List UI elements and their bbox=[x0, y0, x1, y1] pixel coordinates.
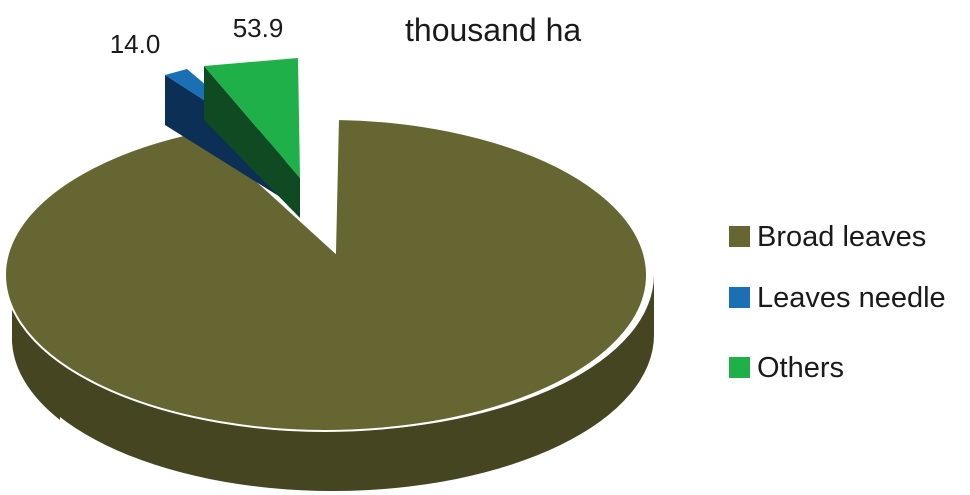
slice-others-top bbox=[204, 58, 300, 178]
legend-item-others: Others bbox=[729, 352, 844, 384]
legend-swatch-broad-leaves bbox=[729, 226, 750, 247]
data-label-others: 53.9 bbox=[233, 13, 284, 43]
legend-item-leaves-needle: Leaves needle bbox=[729, 282, 946, 314]
legend-label-others: Others bbox=[757, 352, 844, 384]
slice-broad-leaves-side bbox=[12, 275, 654, 491]
legend-item-broad-leaves: Broad leaves bbox=[729, 221, 926, 253]
slice-broad-leaves-top bbox=[4, 117, 648, 432]
slice-broad-leaves bbox=[4, 117, 654, 491]
unit-label: thousand ha bbox=[405, 12, 581, 48]
legend-swatch-others bbox=[729, 357, 750, 378]
data-label-leaves-needle: 14.0 bbox=[110, 29, 161, 59]
slice-broad-leaves-side-left bbox=[11, 275, 60, 420]
legend-label-leaves-needle: Leaves needle bbox=[757, 282, 946, 314]
legend-swatch-leaves-needle bbox=[729, 287, 750, 308]
legend-label-broad-leaves: Broad leaves bbox=[757, 221, 926, 253]
slice-others-side bbox=[204, 66, 300, 218]
slice-others bbox=[204, 58, 300, 218]
legend: Broad leaves Leaves needle Others bbox=[729, 221, 946, 384]
